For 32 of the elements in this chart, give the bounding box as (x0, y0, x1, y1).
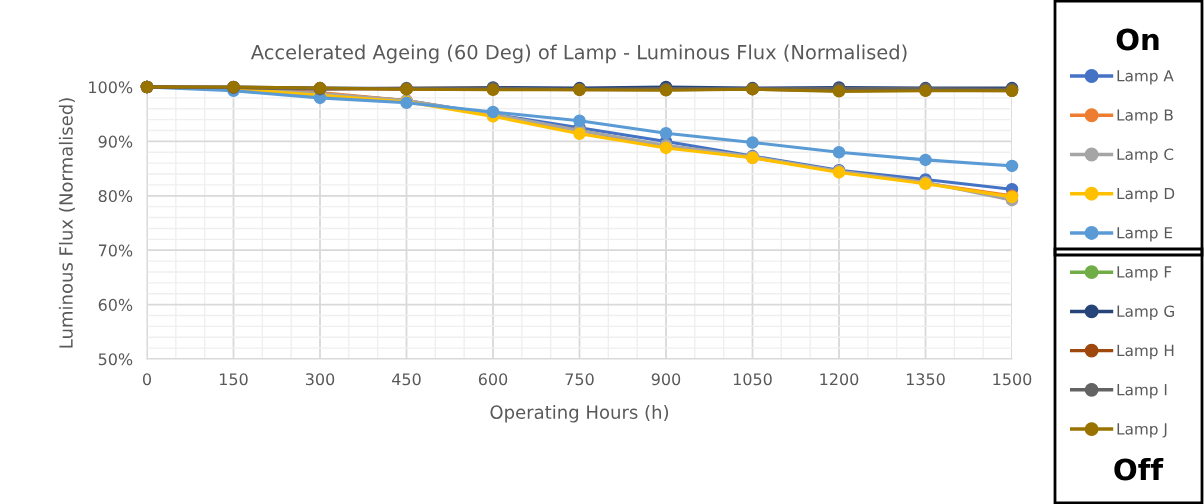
x-tick-label: 1350 (906, 373, 945, 386)
legend-label: Lamp F (1117, 266, 1172, 281)
x-tick-label: 1500 (993, 373, 1032, 386)
y-tick-label: 50% (98, 353, 133, 366)
text: Off (1114, 457, 1164, 481)
legend-label: Lamp H (1117, 344, 1174, 360)
chart-title: Accelerated Ageing (60 Deg) of Lamp - Luminous Flux (Normalised) (250, 44, 907, 64)
x-tick-label: 1200 (820, 373, 859, 386)
x-tick-label: 0 (142, 373, 152, 386)
legend-label: Lamp I (1117, 384, 1167, 399)
text: On (1116, 28, 1159, 51)
x-tick-label: 750 (565, 373, 594, 386)
x-tick-label: 1050 (733, 373, 772, 386)
legend-label: Lamp A (1117, 70, 1174, 85)
legend-label: Lamp B (1117, 109, 1173, 124)
y-tick-label: 60% (98, 298, 133, 311)
legend-label: Lamp E (1117, 227, 1173, 242)
y-axis-title: Luminous Flux (Normalised) (58, 98, 75, 348)
x-axis-title: Operating Hours (h) (490, 405, 669, 423)
y-tick-label: 80% (98, 190, 133, 203)
x-tick-label: 900 (651, 373, 681, 386)
x-tick-label: 300 (305, 373, 335, 386)
x-tick-label: 600 (478, 373, 508, 386)
y-tick-label: 90% (98, 135, 133, 148)
legend-label: Lamp G (1117, 305, 1174, 320)
x-tick-label: 450 (392, 373, 421, 386)
y-tick-label: 70% (98, 244, 133, 257)
legend-label: Lamp D (1117, 187, 1175, 203)
y-tick-label: 100% (89, 81, 133, 94)
legend-label: Lamp C (1117, 148, 1174, 163)
x-tick-label: 150 (220, 373, 248, 386)
legend-label: Lamp J (1117, 423, 1167, 438)
